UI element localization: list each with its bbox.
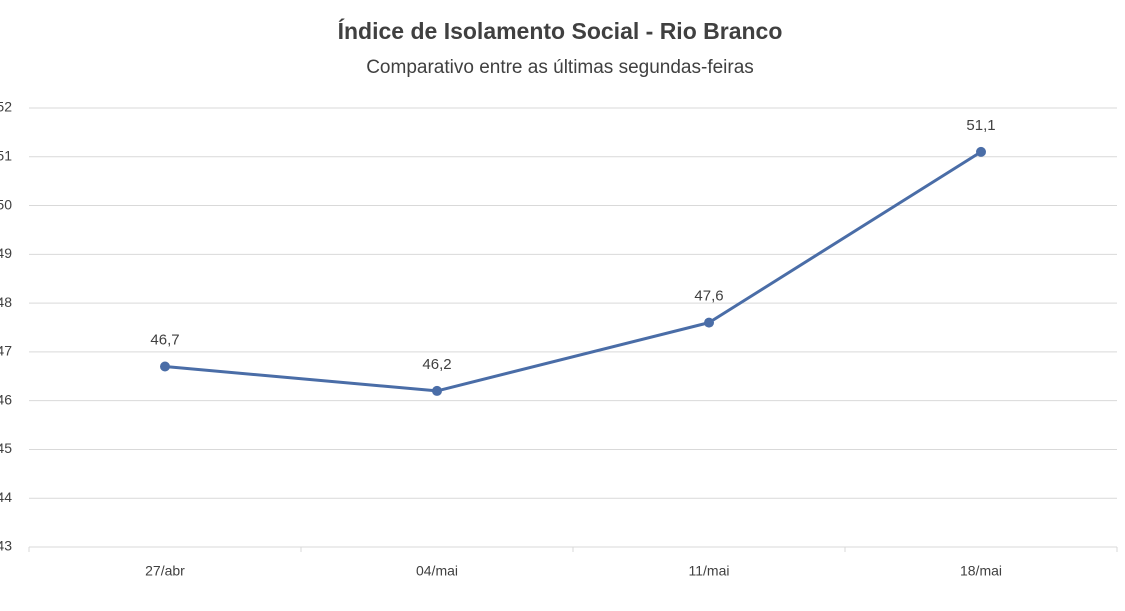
y-tick-label: 52 [0,99,12,115]
chart-subtitle: Comparativo entre as últimas segundas-fe… [366,57,754,78]
y-tick-label: 44 [0,489,12,505]
data-point [704,317,714,328]
y-tick-label: 48 [0,294,12,310]
data-label: 47,6 [694,288,723,305]
y-tick-label: 43 [0,538,12,554]
y-tick-label: 45 [0,440,12,456]
data-label: 51,1 [966,117,995,134]
x-tick-label: 11/mai [689,563,730,579]
data-label: 46,2 [422,356,451,373]
y-tick-label: 47 [0,343,12,359]
y-tick-label: 46 [0,391,12,407]
data-label: 46,7 [150,331,179,348]
y-tick-label: 49 [0,245,12,261]
y-tick-label: 50 [0,196,12,212]
data-point [432,385,442,396]
chart-title: Índice de Isolamento Social - Rio Branco [338,17,783,44]
x-tick-label: 27/abr [145,563,185,579]
data-point [976,146,986,157]
x-tick-label: 04/mai [416,563,458,579]
series-line [164,150,982,393]
y-tick-label: 51 [0,147,12,163]
data-point [160,361,170,372]
x-tick-label: 18/mai [960,563,1002,579]
